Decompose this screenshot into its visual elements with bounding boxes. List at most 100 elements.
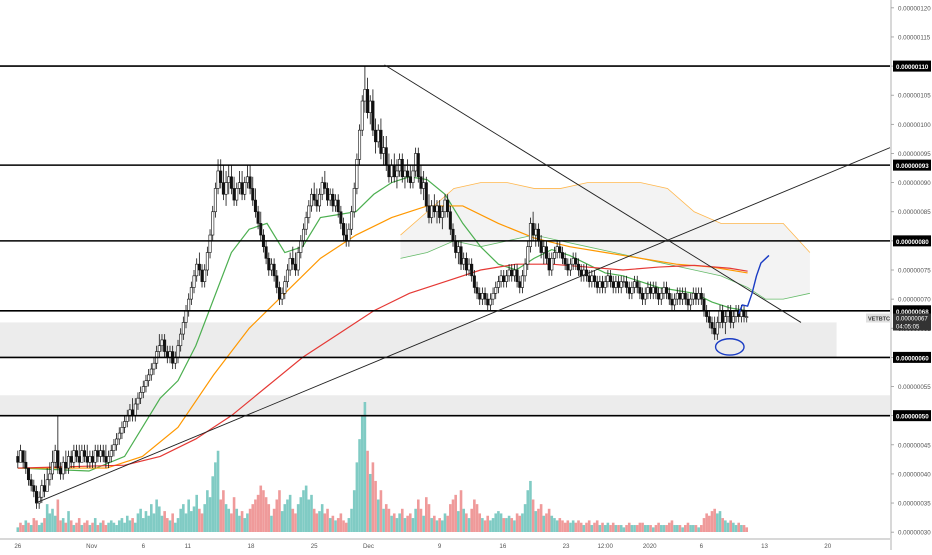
candle-body — [568, 263, 572, 271]
candle-body — [678, 293, 682, 300]
candle-body — [585, 269, 589, 277]
candle-body — [595, 281, 599, 288]
volume-bar — [625, 525, 628, 532]
candle-body — [16, 456, 20, 463]
volume-bar — [288, 494, 292, 532]
volume-bar — [659, 525, 663, 532]
volume-bar — [334, 520, 337, 532]
candle-body — [646, 287, 650, 294]
candle-body — [566, 263, 570, 271]
volume-bar — [400, 508, 404, 532]
volume-bar — [449, 504, 452, 532]
candle-body — [438, 205, 442, 218]
candle-body — [307, 205, 311, 218]
volume-bar — [299, 497, 303, 532]
price-tick-label: 0.00000120 — [898, 5, 931, 12]
volume-bar — [417, 499, 420, 532]
candle-body — [272, 263, 276, 277]
candle-body — [99, 450, 103, 457]
volume-bar — [43, 518, 46, 532]
time-tick-label: Dec — [363, 543, 374, 550]
volume-bar — [534, 511, 538, 532]
volume-bar — [550, 515, 554, 532]
candle-body — [285, 269, 289, 282]
candle-body — [694, 293, 698, 300]
volume-bar — [513, 520, 516, 532]
volume-bar — [390, 515, 393, 532]
candle-body — [133, 403, 137, 416]
candle-body — [280, 293, 284, 300]
candle-body — [259, 223, 263, 236]
candle-body — [502, 275, 506, 282]
volume-bar — [358, 439, 361, 532]
candle-body — [462, 258, 466, 265]
volume-bar — [115, 525, 118, 532]
volume-bar — [294, 513, 297, 532]
volume-bar — [408, 513, 412, 532]
candle-body — [299, 240, 303, 253]
candle-body — [392, 164, 396, 178]
time-tick-label: Nov — [86, 543, 98, 550]
countdown-text: 04:05:05 — [896, 325, 920, 331]
candle-body — [205, 252, 209, 271]
candle-body — [350, 211, 354, 230]
candle-body — [221, 182, 225, 195]
volume-bar — [633, 525, 636, 532]
candle-body — [80, 450, 84, 463]
candle-body — [283, 281, 287, 294]
candle-body — [558, 246, 562, 253]
candle-body — [523, 263, 527, 277]
candle-body — [93, 450, 97, 463]
level-label-text: 0.00000080 — [896, 239, 929, 246]
volume-bar — [700, 525, 703, 532]
candle-body — [662, 287, 666, 294]
candle-body — [419, 176, 423, 189]
volume-bar — [208, 497, 212, 532]
level-label-text: 0.00000060 — [896, 355, 929, 362]
candle-body — [336, 199, 340, 213]
candle-body — [729, 310, 733, 323]
volume-layer — [16, 402, 749, 532]
volume-bar — [614, 525, 618, 532]
volume-bar — [646, 525, 650, 532]
volume-bar — [187, 499, 190, 532]
volume-bar — [489, 520, 492, 532]
volume-bar — [411, 518, 415, 532]
volume-bar — [657, 522, 660, 532]
volume-bar — [523, 504, 527, 532]
volume-bar — [219, 499, 223, 532]
candle-body — [550, 258, 554, 271]
candle-body — [593, 275, 597, 282]
time-tick-label: 20 — [824, 543, 831, 550]
candle-body — [534, 228, 538, 236]
candle-body — [21, 450, 25, 463]
candle-body — [168, 351, 172, 358]
volume-bar — [590, 525, 594, 532]
candle-body — [472, 275, 476, 288]
candle-body — [619, 281, 623, 288]
volume-bar — [251, 504, 255, 532]
candle-body — [435, 205, 439, 213]
candle-body — [69, 456, 73, 463]
candle-body — [536, 228, 540, 242]
volume-bar — [414, 508, 417, 532]
volume-bar — [457, 511, 460, 532]
candle-body — [520, 275, 524, 288]
candle-body — [139, 392, 143, 399]
volume-bar — [462, 508, 465, 532]
volume-bar — [569, 522, 572, 532]
trendlines-layer — [35, 64, 891, 504]
candle-body — [411, 170, 415, 183]
candle-body — [451, 228, 455, 242]
volume-bar — [382, 508, 385, 532]
volume-bar — [152, 513, 156, 532]
support-zone — [0, 395, 890, 416]
volume-bar — [51, 508, 54, 532]
candle-body — [486, 298, 490, 306]
volume-bar — [328, 518, 332, 532]
volume-bar — [724, 520, 727, 532]
volume-bar — [481, 518, 484, 532]
candle-body — [547, 258, 551, 271]
candle-body — [625, 281, 629, 288]
volume-bar — [486, 515, 490, 532]
